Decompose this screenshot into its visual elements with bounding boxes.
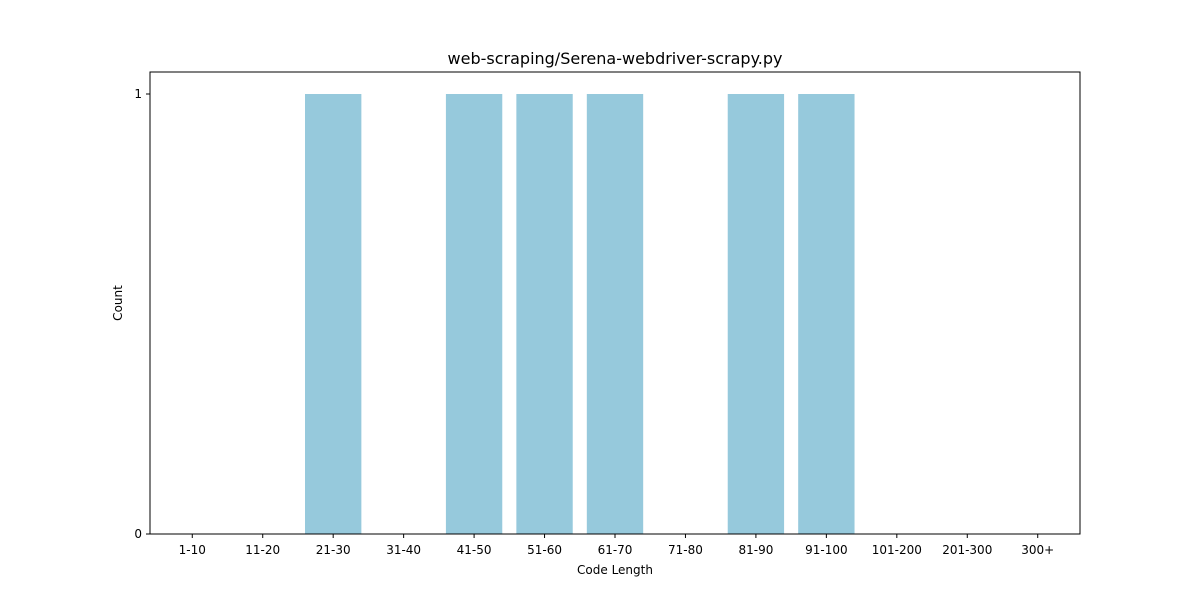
x-tick-label: 61-70 <box>598 543 633 557</box>
x-tick-label: 21-30 <box>316 543 351 557</box>
x-tick-label: 51-60 <box>527 543 562 557</box>
x-tick-label: 81-90 <box>738 543 773 557</box>
x-axis-label: Code Length <box>577 563 653 577</box>
x-axis-ticks: 1-10 11-20 21-30 31-40 41-50 51-60 61-70 71-80 8… <box>179 534 1054 557</box>
x-tick-label: 300+ <box>1021 543 1054 557</box>
y-tick-label: 1 <box>134 87 142 101</box>
x-tick-label: 201-300 <box>942 543 992 557</box>
x-tick-label: 11-20 <box>245 543 280 557</box>
bar-91-100 <box>798 94 855 534</box>
bar-21-30 <box>305 94 362 534</box>
x-tick-label: 41-50 <box>457 543 492 557</box>
x-tick-label: 1-10 <box>179 543 206 557</box>
y-tick-label: 0 <box>134 527 142 541</box>
x-tick-label: 31-40 <box>386 543 421 557</box>
x-tick-label: 71-80 <box>668 543 703 557</box>
x-tick-label: 101-200 <box>872 543 922 557</box>
y-axis-label: Count <box>111 285 125 321</box>
bar-61-70 <box>586 94 644 534</box>
bar-41-50 <box>445 94 503 534</box>
x-tick-label: 91-100 <box>805 543 848 557</box>
bar-51-60 <box>516 94 573 534</box>
bar-81-90 <box>727 94 785 534</box>
y-axis-ticks: 01 <box>134 87 150 541</box>
chart-title: web-scraping/Serena-webdriver-scrapy.py <box>448 49 783 68</box>
bars-layer <box>305 94 855 534</box>
